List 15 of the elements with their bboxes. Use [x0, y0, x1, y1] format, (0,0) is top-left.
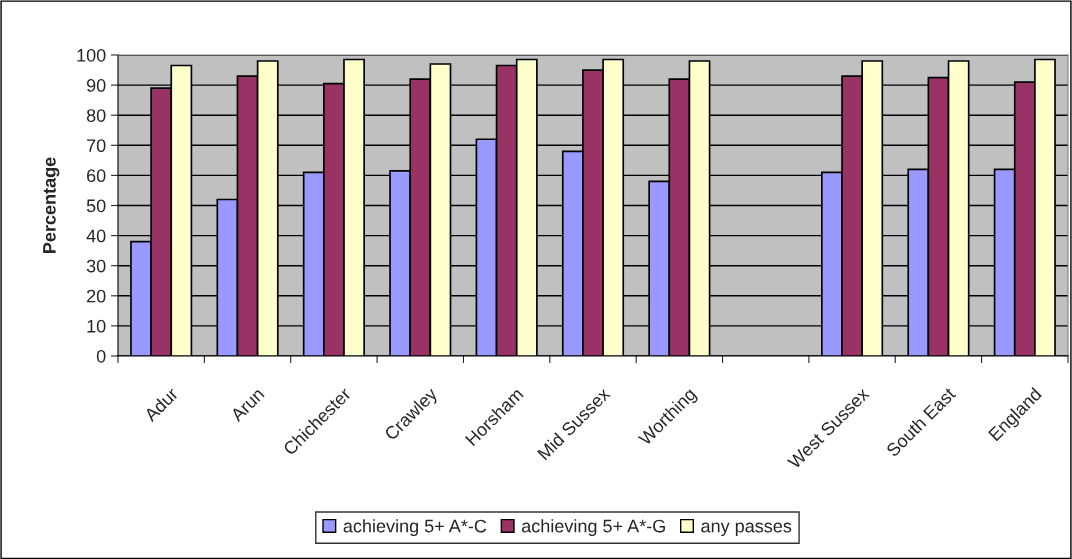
legend-label: achieving 5+ A*-C: [343, 519, 487, 537]
y-tick-label: 10: [87, 319, 106, 333]
y-tick-label: 40: [86, 229, 106, 243]
y-tick-label: 80: [86, 109, 106, 122]
y-tick-label: 70: [87, 139, 106, 153]
y-tick-label: 0: [96, 349, 106, 363]
y-tick-label: 100: [77, 48, 106, 62]
y-tick-label: 20: [87, 289, 106, 303]
y-tick-label: 50: [86, 199, 106, 213]
y-tick-label: 30: [86, 259, 106, 273]
legend-label: achieving 5+ A*-G: [521, 519, 665, 537]
y-tick-label: 60: [87, 169, 106, 183]
y-tick-label: 90: [86, 79, 106, 92]
y-axis-title: Percentage: [43, 157, 60, 253]
legend-label: any passes: [701, 522, 792, 537]
